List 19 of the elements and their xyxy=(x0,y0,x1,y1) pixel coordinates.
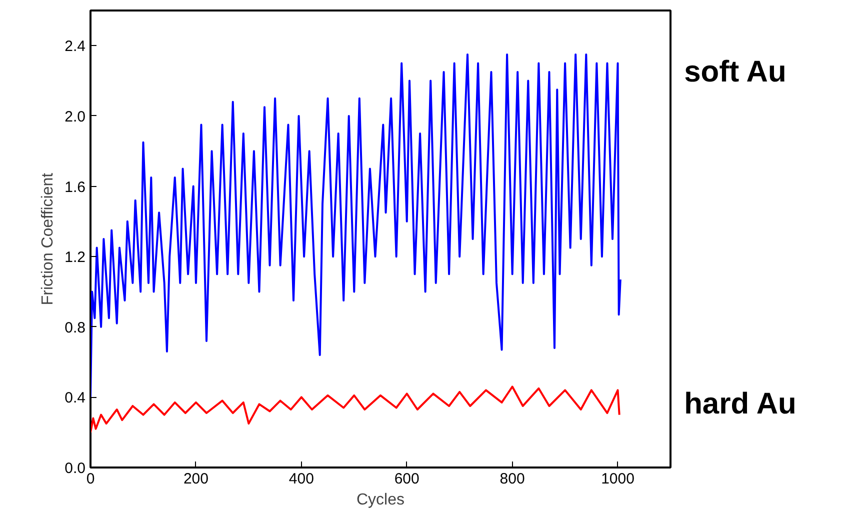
x-tick-label: 1000 xyxy=(601,470,634,488)
y-tick-label: 0.4 xyxy=(64,390,86,407)
line-series xyxy=(90,53,622,398)
y-tick-label: 1.6 xyxy=(64,178,86,196)
x-tick-label: 0 xyxy=(86,470,95,488)
line-series xyxy=(90,386,620,434)
y-tick-label: 2.4 xyxy=(64,38,86,56)
y-axis-title: Friction Coefficient xyxy=(40,172,57,306)
x-tick-label: 400 xyxy=(288,470,314,488)
x-tick-label: 200 xyxy=(183,470,208,488)
x-tick-label: 600 xyxy=(394,470,420,488)
x-tick-label: 800 xyxy=(500,470,525,488)
text: hard Au xyxy=(684,388,796,421)
y-tick-label: 0.0 xyxy=(64,460,86,477)
text: soft Au xyxy=(684,56,786,89)
y-tick-label: 0.8 xyxy=(64,319,86,336)
y-tick-label: 2.0 xyxy=(64,108,86,126)
y-tick-label: 1.2 xyxy=(64,249,86,266)
x-axis-title: Cycles xyxy=(356,492,405,508)
